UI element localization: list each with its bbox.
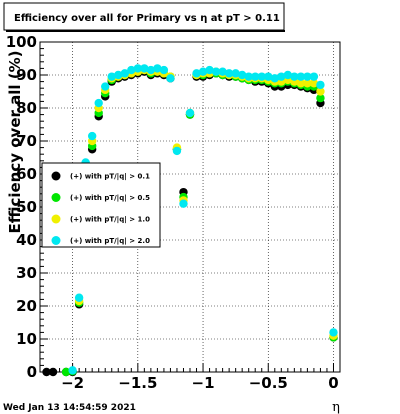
x-axis-label: η xyxy=(332,400,340,414)
data-point-series-4 xyxy=(231,69,240,78)
x-tick-label: −2 xyxy=(61,374,84,392)
data-point-series-4 xyxy=(68,366,77,375)
x-tick-label: −1 xyxy=(192,374,215,392)
legend-marker-series-1 xyxy=(51,171,61,181)
data-point-series-2 xyxy=(316,93,325,103)
data-point-series-4 xyxy=(244,72,253,81)
data-point-series-3 xyxy=(316,87,325,96)
y-tick-label: 0 xyxy=(27,363,37,381)
y-tick-label: 20 xyxy=(16,297,37,315)
data-point-series-2 xyxy=(61,367,71,377)
y-tick-label: 50 xyxy=(16,198,37,216)
data-point-series-3 xyxy=(296,79,306,88)
data-point-series-4 xyxy=(140,64,149,73)
y-axis-label: Efficiency over all (%) xyxy=(6,51,24,234)
data-point-series-3 xyxy=(303,79,312,88)
x-tick-label: −0.5 xyxy=(249,374,288,392)
data-point-series-4 xyxy=(303,72,312,81)
axis-tick-labels: 0 10 20 30 40 50 60 70 80 90 100 −2 −1.5 −1 −0.5 0 xyxy=(6,33,339,392)
data-point-series-4 xyxy=(270,74,279,83)
data-point-series-4 xyxy=(224,69,234,78)
data-point-series-4 xyxy=(198,67,208,76)
legend-label-series-3: (+) with pT/|q| > 1.0 xyxy=(70,216,150,225)
y-tick-label: 60 xyxy=(16,165,37,183)
data-point-series-4 xyxy=(237,70,247,80)
data-point-series-4 xyxy=(257,72,266,81)
data-point-series-4 xyxy=(120,69,129,78)
y-tick-label: 80 xyxy=(16,99,37,117)
data-point-series-4 xyxy=(179,199,188,208)
axis-ticks xyxy=(39,41,334,373)
title-box: Efficiency over all for Primary vs η at … xyxy=(3,2,285,32)
data-point-series-4 xyxy=(114,70,123,80)
y-tick-label: 40 xyxy=(16,231,37,249)
y-tick-label: 100 xyxy=(6,33,37,51)
data-point-series-4 xyxy=(146,65,156,75)
data-point-series-4 xyxy=(107,72,116,81)
data-point-series-4 xyxy=(283,70,293,80)
data-point-series-4 xyxy=(329,328,338,337)
data-point-series-4 xyxy=(290,72,299,81)
data-point-series-4 xyxy=(159,65,169,75)
x-tick-label: −1.5 xyxy=(118,374,157,392)
y-tick-label: 70 xyxy=(16,132,37,150)
data-point-series-4 xyxy=(133,64,143,73)
data-point-series-4 xyxy=(101,82,110,91)
chart-title: Efficiency over all for Primary vs η at … xyxy=(14,13,280,24)
data-point-series-4 xyxy=(185,108,195,118)
data-point-series-4 xyxy=(74,293,84,302)
legend: (+) with pT/|q| > 0.1 (+) with pT/|q| > 0… xyxy=(41,162,161,248)
data-point-series-4 xyxy=(316,80,325,90)
y-tick-label: 90 xyxy=(16,66,37,84)
legend-label-series-4: (+) with pT/|q| > 2.0 xyxy=(70,237,150,246)
data-point-series-4 xyxy=(166,74,175,83)
data-point-series-4 xyxy=(153,64,162,73)
legend-marker-series-4 xyxy=(51,236,61,245)
data-point-series-4 xyxy=(277,72,286,81)
data-point-series-4 xyxy=(192,69,201,78)
data-point-series-4 xyxy=(309,72,319,81)
legend-box xyxy=(41,162,161,248)
data-point-series-4 xyxy=(296,72,306,81)
data-point-series-4 xyxy=(172,146,182,156)
data-point-series-4 xyxy=(127,65,136,75)
legend-marker-series-2 xyxy=(51,193,61,202)
data-point-series-4 xyxy=(94,98,103,108)
data-point-series-4 xyxy=(87,131,97,141)
y-tick-label: 30 xyxy=(16,264,37,282)
data-point-series-4 xyxy=(218,67,227,76)
x-tick-label: 0 xyxy=(328,374,338,392)
data-point-series-1 xyxy=(48,367,58,377)
legend-label-series-2: (+) with pT/|q| > 0.5 xyxy=(70,194,150,203)
data-point-series-4 xyxy=(264,72,273,81)
data-point-series-1 xyxy=(42,367,51,377)
y-tick-label: 10 xyxy=(16,330,37,348)
data-point-series-4 xyxy=(251,72,260,81)
data-point-series-4 xyxy=(205,65,214,75)
legend-label-series-1: (+) with pT/|q| > 0.1 xyxy=(70,173,150,182)
data-points xyxy=(42,64,338,377)
data-point-series-3 xyxy=(309,79,319,88)
data-point-series-4 xyxy=(211,67,221,76)
legend-marker-series-3 xyxy=(51,214,61,224)
footer-timestamp: Wed Jan 13 14:54:59 2021 xyxy=(3,403,136,413)
